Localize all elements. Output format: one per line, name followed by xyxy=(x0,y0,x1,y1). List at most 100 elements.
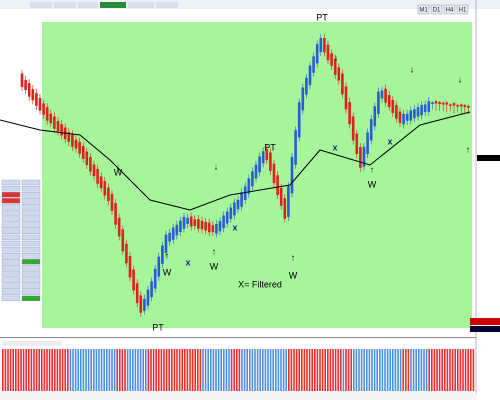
indicator-bar xyxy=(168,349,170,391)
symbol-button[interactable] xyxy=(21,228,41,234)
indicator-bar xyxy=(353,349,355,391)
indicator-bar xyxy=(433,349,436,391)
tab[interactable] xyxy=(30,2,52,8)
indicator-bar xyxy=(373,349,376,391)
candle-body xyxy=(240,192,243,207)
indicator-bar xyxy=(464,349,467,391)
symbol-button[interactable] xyxy=(21,210,41,216)
tab[interactable] xyxy=(100,2,126,8)
symbol-button[interactable] xyxy=(1,253,21,259)
indicator-bar xyxy=(340,349,342,391)
w-label: W xyxy=(210,261,219,271)
timeframe-button[interactable] xyxy=(456,4,469,15)
indicator-bar xyxy=(334,349,337,391)
candle-body xyxy=(344,86,348,110)
tab[interactable] xyxy=(78,2,98,8)
indicator-bar xyxy=(74,349,77,391)
symbol-button[interactable] xyxy=(1,222,21,228)
symbol-button[interactable] xyxy=(1,204,21,210)
candle-body xyxy=(168,232,171,242)
indicator-bar xyxy=(48,349,51,391)
symbol-button[interactable] xyxy=(21,259,41,265)
symbol-button[interactable] xyxy=(1,192,21,198)
symbol-button[interactable] xyxy=(1,179,21,186)
candle-body xyxy=(459,104,463,107)
indicator-bar xyxy=(441,349,443,391)
indicator-bar xyxy=(163,349,165,391)
indicator-bar xyxy=(132,349,134,391)
candle-body xyxy=(243,186,247,200)
indicator-bar xyxy=(129,349,131,391)
candle-body xyxy=(96,168,99,184)
candle-body xyxy=(117,217,121,237)
candle-body xyxy=(272,163,276,184)
candle-body xyxy=(49,113,53,124)
indicator-bar xyxy=(431,349,433,391)
tab[interactable] xyxy=(128,2,154,8)
symbol-button[interactable] xyxy=(1,246,21,253)
symbol-button[interactable] xyxy=(21,185,41,192)
symbol-button[interactable] xyxy=(21,198,41,204)
indicator-bar xyxy=(342,349,345,391)
symbol-button[interactable] xyxy=(21,289,41,295)
indicator-bar xyxy=(347,349,350,391)
symbol-button[interactable] xyxy=(1,228,21,234)
symbol-button[interactable] xyxy=(21,234,41,241)
timeframe-button[interactable] xyxy=(443,4,456,15)
tab[interactable] xyxy=(54,2,76,8)
symbol-button[interactable] xyxy=(1,210,21,216)
symbol-button[interactable] xyxy=(1,259,21,265)
indicator-bar xyxy=(345,349,347,391)
candle-body xyxy=(110,193,114,211)
candle-body xyxy=(315,44,319,64)
symbol-button[interactable] xyxy=(1,216,21,222)
indicator-bar xyxy=(392,349,394,391)
symbol-button[interactable] xyxy=(21,240,41,247)
candle-body xyxy=(135,283,139,304)
symbol-button[interactable] xyxy=(1,277,21,283)
symbol-button[interactable] xyxy=(21,204,41,210)
indicator-bar xyxy=(259,349,261,391)
symbol-button[interactable] xyxy=(21,246,41,253)
indicator-bars xyxy=(2,349,475,391)
indicator-bar xyxy=(9,349,12,391)
indicator-bar xyxy=(176,349,178,391)
indicator-bar xyxy=(462,349,464,391)
candle-body xyxy=(319,37,323,53)
symbol-button[interactable] xyxy=(1,198,21,204)
symbol-button[interactable] xyxy=(21,265,41,271)
timeframe-button[interactable] xyxy=(417,4,430,15)
candle-body xyxy=(362,146,366,167)
indicator-bar xyxy=(285,349,287,391)
indicator-bar xyxy=(186,349,189,391)
symbol-button[interactable] xyxy=(21,253,41,259)
symbol-button[interactable] xyxy=(21,295,41,302)
symbol-button[interactable] xyxy=(21,179,41,186)
symbol-button[interactable] xyxy=(21,283,41,289)
indicator-bar xyxy=(407,349,410,391)
symbol-button[interactable] xyxy=(21,216,41,222)
symbol-button[interactable] xyxy=(21,271,41,277)
indicator-bar xyxy=(425,349,428,391)
symbol-button[interactable] xyxy=(1,234,21,241)
symbol-button[interactable] xyxy=(1,185,21,192)
indicator-bar xyxy=(82,349,85,391)
symbol-button[interactable] xyxy=(1,295,21,302)
arrows: ↓ ↓ ↓ ↓ ↓ ↑ ↑ ↑ ↑ ↑ xyxy=(116,52,471,262)
candle-body xyxy=(236,199,240,210)
symbol-button[interactable] xyxy=(1,283,21,289)
symbol-button[interactable] xyxy=(21,222,41,228)
candle-body xyxy=(312,56,315,73)
tab[interactable] xyxy=(156,2,178,8)
timeframe-button[interactable] xyxy=(430,4,443,15)
candle-body xyxy=(179,220,182,232)
symbol-button[interactable] xyxy=(1,271,21,277)
indicator-bar xyxy=(467,349,469,391)
symbol-button[interactable] xyxy=(21,277,41,283)
indicator-bar xyxy=(251,349,254,391)
symbol-button[interactable] xyxy=(1,265,21,271)
indicator-bar xyxy=(220,349,222,391)
symbol-button[interactable] xyxy=(1,240,21,247)
symbol-button[interactable] xyxy=(1,289,21,295)
symbol-button[interactable] xyxy=(21,192,41,198)
